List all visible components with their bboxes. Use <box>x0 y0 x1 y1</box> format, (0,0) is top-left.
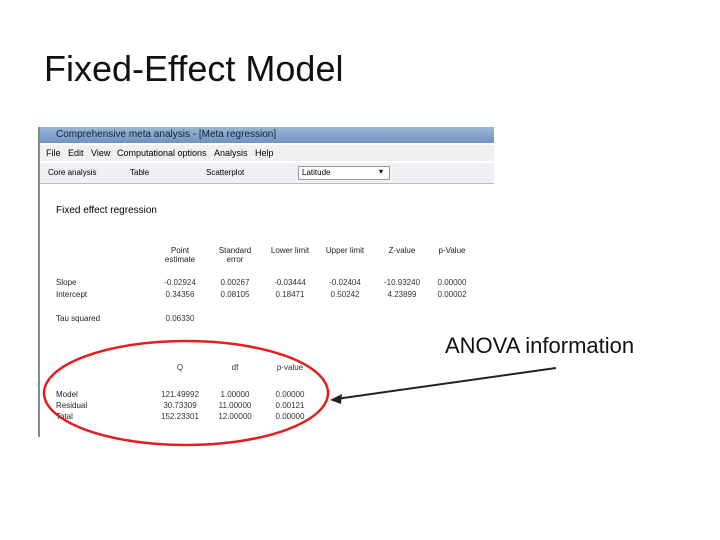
cell: 0.08105 <box>220 290 250 299</box>
cell: 0.18471 <box>275 290 305 299</box>
arrow-head <box>330 394 342 404</box>
row-label: Intercept <box>56 290 88 299</box>
toolbar-button[interactable]: Core analysis <box>48 168 97 177</box>
column-header: Point estimate <box>164 246 196 264</box>
menu-item[interactable]: File <box>46 148 61 158</box>
annotation: ANOVA information <box>445 333 635 358</box>
row-label: Total <box>56 412 73 421</box>
column-header: Z-value <box>388 246 416 255</box>
cell: 152.23301 <box>161 412 199 421</box>
row-label: Residual <box>56 401 88 410</box>
cell: 0.06330 <box>165 314 195 323</box>
cell: 0.00121 <box>275 401 305 410</box>
menu-item[interactable]: View <box>91 148 111 158</box>
column-header: p-value <box>276 363 304 372</box>
cell: 121.49992 <box>161 390 199 399</box>
toolbar: Latitude ▾ Core analysis Table Scatterplot <box>40 163 494 184</box>
cell: 0.00000 <box>275 412 305 421</box>
menu-item[interactable]: Help <box>255 148 274 158</box>
row-label: Model <box>56 390 78 399</box>
slide-title: Fixed-Effect Model <box>44 48 344 89</box>
column-header: Standard error <box>218 246 252 264</box>
cell: 0.00002 <box>437 290 467 299</box>
cell: -0.02404 <box>329 278 361 287</box>
cell: 4.23899 <box>387 290 417 299</box>
column-header: Q <box>176 363 184 372</box>
cell: 0.34356 <box>165 290 195 299</box>
cell: 0.00000 <box>437 278 467 287</box>
cell: 30.73309 <box>163 401 197 410</box>
covariate: Latitude <box>302 168 331 177</box>
window-title: Comprehensive meta analysis - [Meta regr… <box>56 129 277 140</box>
column-header: p-Value <box>438 246 466 255</box>
cell: -0.02924 <box>164 278 196 287</box>
toolbar-button[interactable]: Scatterplot <box>206 168 245 177</box>
cell: -10.93240 <box>383 278 421 287</box>
cell: 0.00267 <box>220 278 250 287</box>
row-label: Tau squared <box>56 314 101 323</box>
cell: 12.00000 <box>218 412 252 421</box>
arrow-line <box>335 367 557 400</box>
cell: -0.03444 <box>274 278 306 287</box>
highlight-ellipse <box>42 339 330 447</box>
menu-bar: File Edit View Computational options Analysi… <box>40 145 494 161</box>
cell: 0.00000 <box>275 390 305 399</box>
menu-item[interactable]: Analysis <box>214 148 248 158</box>
cell: 11.00000 <box>218 401 252 410</box>
cell: 1.00000 <box>220 390 250 399</box>
row-label: Slope <box>56 278 77 287</box>
cell: 0.50242 <box>330 290 360 299</box>
menu-item[interactable]: Computational options <box>117 148 207 158</box>
column-header: Lower limit <box>270 246 310 255</box>
dropdown-arrow: ▾ <box>379 167 384 176</box>
column-header: Upper limit <box>325 246 365 255</box>
title-bar: Comprehensive meta analysis - [Meta regr… <box>40 127 494 143</box>
menu-item[interactable]: Edit <box>68 148 84 158</box>
regression-heading: Fixed effect regression <box>56 205 157 216</box>
app-window: Comprehensive meta analysis - [Meta regr… <box>38 127 494 437</box>
covariate-select[interactable]: Latitude ▾ <box>298 166 390 180</box>
toolbar-button[interactable]: Table <box>130 168 150 177</box>
column-header: df <box>231 363 239 372</box>
